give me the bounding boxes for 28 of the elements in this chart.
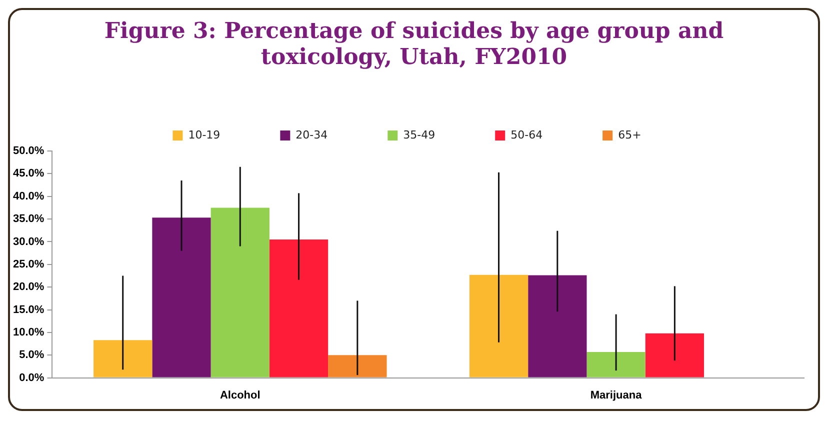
y-tick-label: 10.0% xyxy=(12,326,44,338)
chart-title: Figure 3: Percentage of suicides by age group and toxicology, Utah, FY2010 xyxy=(103,17,725,70)
y-tick-label: 30.0% xyxy=(12,236,44,248)
legend-label: 65+ xyxy=(618,128,642,142)
legend-label: 35-49 xyxy=(403,128,436,142)
x-tick-label: Alcohol xyxy=(220,389,260,402)
bar xyxy=(645,333,704,378)
bar xyxy=(328,355,387,378)
legend-label: 50-64 xyxy=(510,128,543,142)
bar xyxy=(469,274,528,378)
bar xyxy=(210,208,270,378)
bar xyxy=(586,352,646,378)
y-tick-label: 5.0% xyxy=(19,349,44,362)
y-tick-label: 20.0% xyxy=(12,281,44,294)
bar xyxy=(94,340,152,378)
y-tick-label: 25.0% xyxy=(12,258,44,270)
legend-label: 10-19 xyxy=(188,128,220,142)
y-tick-label: 15.0% xyxy=(12,304,44,316)
y-tick-label: 0.0% xyxy=(19,372,44,384)
y-tick-label: 50.0% xyxy=(12,145,44,158)
x-tick-label: Marijuana xyxy=(590,389,643,402)
y-tick-label: 35.0% xyxy=(12,213,44,226)
legend-label: 20-34 xyxy=(296,128,328,142)
bar xyxy=(528,275,587,378)
y-tick-label: 45.0% xyxy=(12,168,44,180)
bar xyxy=(269,239,328,378)
y-tick-label: 40.0% xyxy=(12,190,44,202)
bar xyxy=(152,218,211,378)
